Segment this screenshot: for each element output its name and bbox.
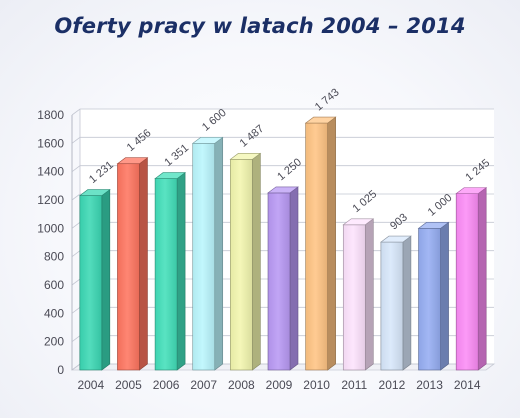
x-tick-label: 2011 [341, 378, 367, 392]
bar-2011 [342, 218, 375, 371]
bar-side [214, 136, 224, 371]
bar-2005 [116, 157, 149, 371]
bar-front [342, 224, 366, 371]
bars-layer [78, 116, 488, 371]
bar-2008 [229, 152, 262, 371]
bar-top [229, 153, 262, 160]
bar-front [380, 241, 404, 371]
bar-front [267, 192, 291, 371]
bar-side [252, 152, 261, 371]
bar-side [364, 218, 374, 371]
bar-side [327, 116, 336, 371]
bar-2004 [78, 189, 111, 371]
x-tick-label: 2010 [303, 378, 330, 392]
bar-side [402, 235, 412, 371]
bar-side [139, 157, 148, 371]
y-tick-label: 400 [44, 306, 64, 320]
bar-top [116, 157, 149, 165]
bar-top [78, 189, 111, 196]
bar-front [117, 163, 140, 371]
x-tick-label: 2007 [190, 378, 217, 392]
y-tick-label: 1200 [37, 193, 64, 207]
bar-front [79, 195, 103, 371]
x-tick-label: 2006 [153, 378, 180, 392]
bar-2006 [154, 172, 186, 371]
x-tick-label: 2005 [115, 378, 142, 392]
bar-front [455, 193, 479, 371]
x-tick-label: 2008 [228, 378, 255, 392]
bar-2009 [267, 186, 299, 371]
bar-2013 [417, 221, 450, 371]
bar-side [440, 221, 449, 371]
y-tick-label: 1800 [37, 108, 64, 122]
bar-top [380, 235, 412, 243]
bar-2012 [380, 235, 412, 371]
y-tick-label: 0 [57, 363, 64, 377]
bar-top [154, 172, 186, 179]
bar-front [192, 143, 216, 371]
bar-2010 [304, 116, 337, 371]
x-tick-label: 2013 [416, 378, 443, 392]
bar-front [305, 122, 328, 371]
axis-layer: 0 200 400 600 800 1000 1200 1400 1600 1800 [37, 108, 81, 377]
x-tick-label: 2014 [454, 378, 481, 392]
bar-side [477, 187, 487, 371]
bar-top [342, 218, 375, 226]
bar-front [154, 178, 178, 371]
x-tick-label: 2012 [379, 378, 406, 392]
bar-2014 [455, 187, 488, 371]
bar-top [455, 187, 488, 194]
y-tick-label: 200 [44, 335, 64, 349]
y-tick-label: 800 [44, 250, 64, 264]
bar-top [267, 186, 299, 194]
bar-top [417, 222, 450, 229]
y-tick-label: 1400 [37, 165, 64, 179]
bar-side [101, 189, 111, 371]
y-tick-label: 1000 [37, 221, 64, 235]
bar-top [191, 137, 224, 144]
y-tick-label: 1600 [37, 136, 64, 150]
bar-side [289, 186, 299, 371]
y-tick-label: 600 [44, 278, 64, 292]
x-tick-label: 2004 [77, 378, 104, 392]
bar-front [230, 159, 253, 371]
bar-2007 [191, 136, 224, 371]
bar-side [176, 172, 186, 371]
bar-top [304, 116, 337, 124]
chart-title: Oferty pracy w latach 2004 – 2014 [54, 14, 466, 38]
bar-front [418, 228, 441, 371]
x-tick-label: 2009 [266, 378, 293, 392]
